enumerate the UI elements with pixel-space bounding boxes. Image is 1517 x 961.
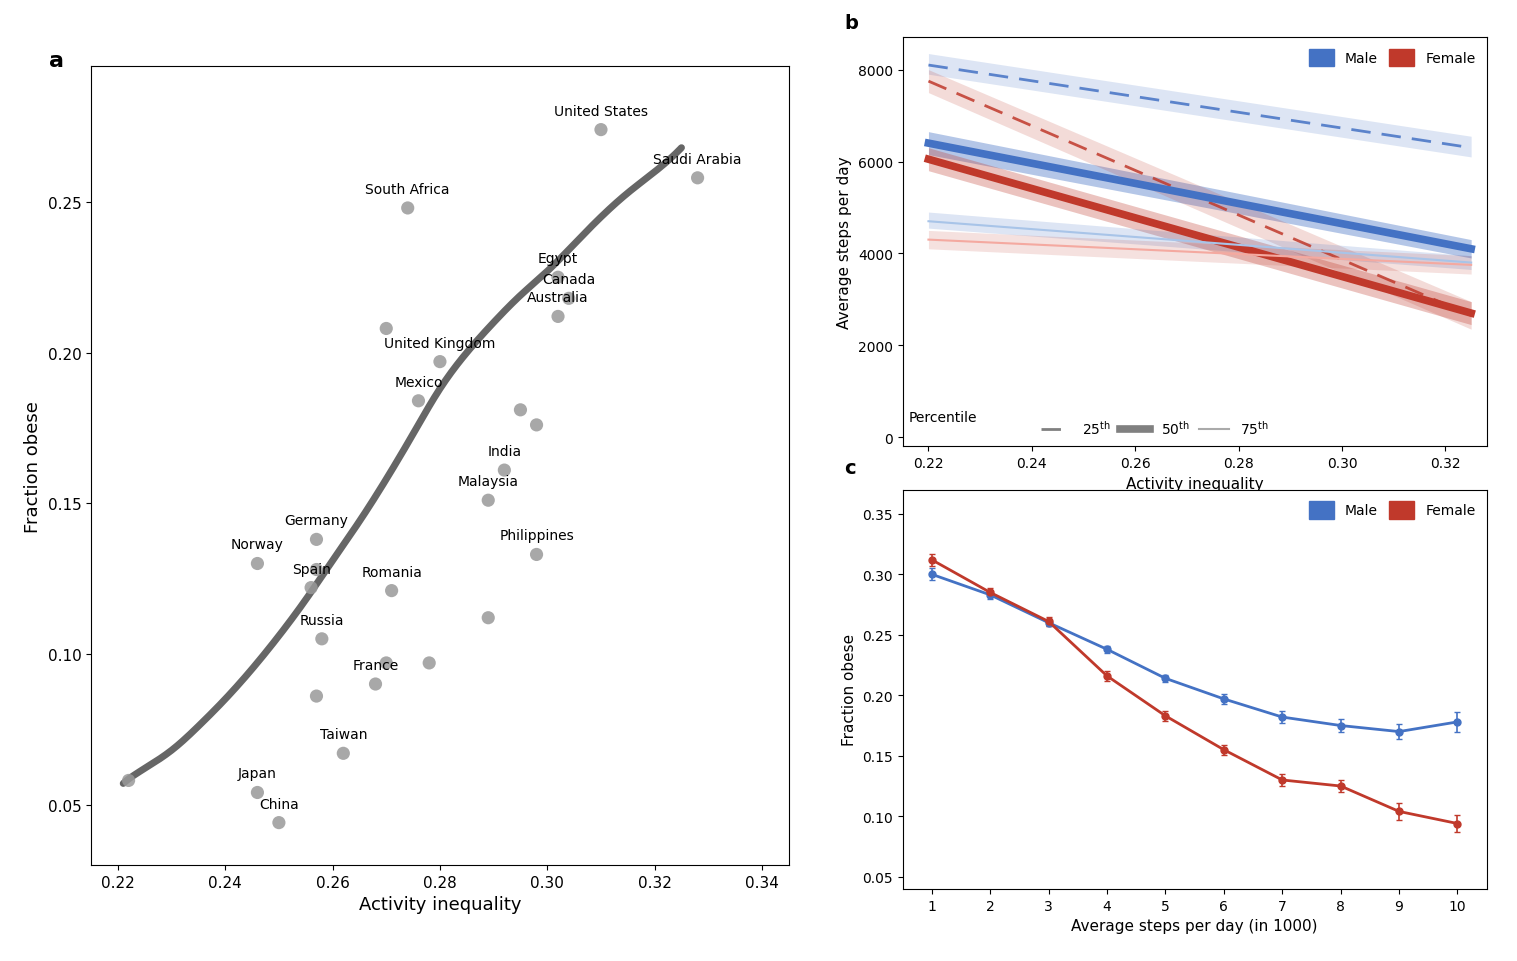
- Text: Taiwan: Taiwan: [320, 727, 367, 742]
- X-axis label: Activity inequality: Activity inequality: [1126, 476, 1264, 491]
- Y-axis label: Fraction obese: Fraction obese: [24, 400, 42, 532]
- Text: United Kingdom: United Kingdom: [384, 336, 496, 350]
- Point: [375, 655, 399, 671]
- Point: [492, 463, 516, 479]
- Text: Percentile: Percentile: [909, 410, 977, 425]
- Text: Egypt: Egypt: [539, 252, 578, 266]
- Point: [525, 418, 549, 433]
- Point: [375, 321, 399, 336]
- Text: a: a: [49, 51, 64, 71]
- Text: Norway: Norway: [231, 538, 284, 552]
- Point: [267, 815, 291, 830]
- Text: c: c: [843, 458, 856, 478]
- X-axis label: Average steps per day (in 1000): Average steps per day (in 1000): [1071, 918, 1318, 933]
- Point: [546, 309, 570, 325]
- Y-axis label: Average steps per day: Average steps per day: [837, 157, 853, 329]
- Text: Romania: Romania: [361, 565, 422, 579]
- Text: b: b: [843, 14, 859, 33]
- Point: [305, 532, 329, 548]
- Point: [476, 493, 501, 508]
- Point: [396, 201, 420, 216]
- Legend: 25$^{\mathrm{th}}$, 50$^{\mathrm{th}}$, 75$^{\mathrm{th}}$: 25$^{\mathrm{th}}$, 50$^{\mathrm{th}}$, …: [1038, 416, 1273, 440]
- Point: [331, 746, 355, 761]
- Point: [508, 403, 532, 418]
- Text: India: India: [487, 445, 522, 458]
- Point: [589, 123, 613, 138]
- Legend: Male, Female: Male, Female: [1305, 497, 1479, 523]
- Text: Australia: Australia: [528, 291, 589, 305]
- Text: Malaysia: Malaysia: [458, 475, 519, 488]
- Text: Spain: Spain: [291, 562, 331, 576]
- Point: [309, 631, 334, 647]
- Point: [546, 270, 570, 285]
- Text: France: France: [352, 658, 399, 673]
- Point: [305, 562, 329, 578]
- Point: [476, 610, 501, 626]
- Point: [305, 689, 329, 704]
- Text: Germany: Germany: [285, 514, 349, 528]
- Point: [686, 171, 710, 186]
- Y-axis label: Fraction obese: Fraction obese: [842, 633, 857, 746]
- Text: South Africa: South Africa: [366, 183, 451, 197]
- Point: [428, 355, 452, 370]
- Point: [557, 291, 581, 307]
- Text: Russia: Russia: [299, 613, 344, 628]
- Point: [246, 556, 270, 572]
- Point: [407, 394, 431, 409]
- Point: [246, 785, 270, 801]
- Point: [379, 583, 404, 599]
- Text: Japan: Japan: [238, 767, 278, 780]
- Point: [299, 580, 323, 596]
- Text: Philippines: Philippines: [499, 529, 573, 543]
- Text: Canada: Canada: [542, 273, 595, 287]
- Point: [417, 655, 441, 671]
- Point: [117, 773, 141, 788]
- Point: [525, 547, 549, 562]
- Text: China: China: [259, 797, 299, 811]
- Point: [364, 677, 388, 692]
- Text: Saudi Arabia: Saudi Arabia: [654, 153, 742, 166]
- X-axis label: Activity inequality: Activity inequality: [358, 895, 522, 913]
- Text: United States: United States: [554, 105, 648, 118]
- Text: Mexico: Mexico: [394, 376, 443, 389]
